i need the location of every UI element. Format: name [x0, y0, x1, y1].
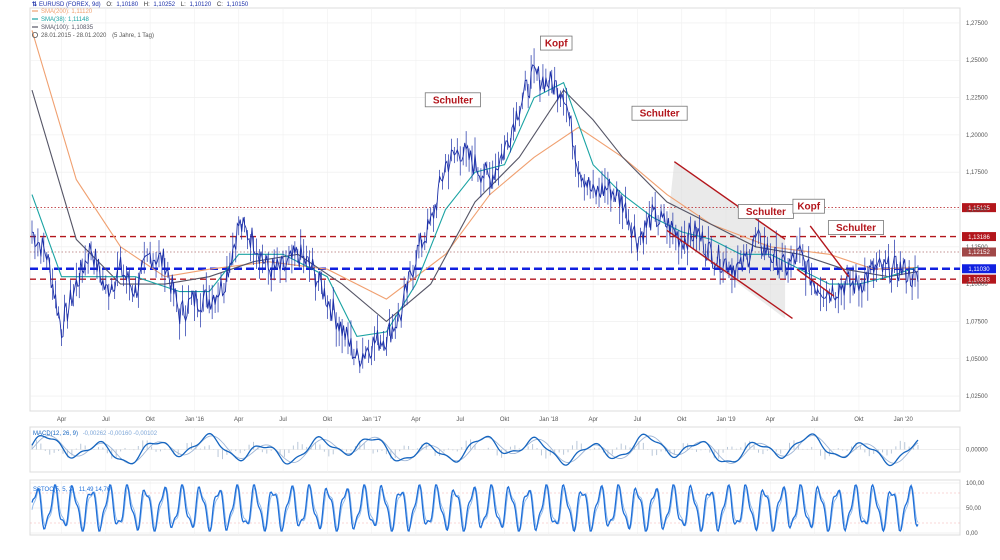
- macd-label: MACD(12, 26, 9): [33, 431, 78, 437]
- price-level-label: 1,11030: [968, 267, 990, 273]
- x-tick-label: Okt: [677, 417, 687, 423]
- price-level-badge: [962, 247, 996, 257]
- trend-channels: [666, 161, 850, 320]
- annotation-label: Kopf: [545, 39, 568, 50]
- x-tick-label: Jan '16: [185, 417, 205, 423]
- macd-line: [31, 432, 919, 467]
- annotation-label: Kopf: [797, 202, 820, 213]
- sstoc-values: 11,49 14,76: [79, 487, 111, 493]
- sma100-line: [31, 89, 919, 323]
- macd-values: -0,00262 -0,00160 -0,00102: [83, 431, 158, 437]
- svg-text:SSTOC(5, 5, 3) 11,49 14,7: SSTOC(5, 5, 3) 11,49 14,76: [33, 487, 111, 493]
- svg-text:EURUSD (FOREX, 9d) O:: EURUSD (FOREX, 9d) O: 1,10180 H: 1,10252…: [39, 2, 249, 8]
- price-level-badge: [962, 203, 996, 213]
- y-tick-label: 1,20000: [966, 133, 988, 139]
- y-tick-label: 1,17500: [966, 170, 988, 176]
- sma38-line: [31, 81, 919, 338]
- x-tick-label: Okt: [323, 417, 333, 423]
- legend-sma38: SMA(38): 1,11148: [41, 17, 89, 23]
- annotation-box: [540, 35, 573, 51]
- y-tick-label: 1,25000: [966, 58, 988, 64]
- annotation-box: [827, 220, 884, 235]
- y-axis-ticks: 1,27500 1,25000 1,22500 1,20000 1,17500 1,150…: [966, 21, 988, 400]
- channel-line: [673, 161, 786, 240]
- legend-symbol-icon: ⇅: [32, 1, 37, 8]
- legend-open-label: O:: [106, 2, 113, 8]
- series-lines: [31, 30, 919, 374]
- legend-period: 28.01.2015 - 28.01.2020: [41, 33, 107, 39]
- sstoc-label: SSTOC(5, 5, 3): [33, 487, 74, 493]
- legend-high-label: H:: [144, 2, 150, 8]
- price-level-badge: [962, 264, 996, 274]
- x-tick-label: Apr: [57, 417, 66, 423]
- x-tick-label: Jul: [279, 417, 287, 423]
- legend-low-label: L:: [181, 2, 186, 8]
- x-tick-label: Jan '19: [716, 417, 736, 423]
- annotation-label: Schulter: [746, 207, 786, 218]
- annotation-box: [792, 198, 825, 214]
- legend-open: 1,10180: [116, 2, 138, 8]
- y-tick-label: 1,22500: [966, 96, 988, 102]
- clock-icon: [32, 32, 39, 39]
- x-tick-label: Apr: [766, 417, 775, 423]
- sstoc-k-line: [31, 483, 919, 533]
- svg-text:28.01.2015 - 28.01.2020: 28.01.2015 - 28.01.2020 (5 Jahre, 1 Tag): [41, 33, 154, 39]
- channel-line: [666, 229, 793, 320]
- price-level-badge: [962, 232, 996, 242]
- annotation-label: Schulter: [640, 109, 680, 120]
- y-tick-label: 1,02500: [966, 394, 988, 400]
- annotations: Schulter Kopf Schulter Schulter Kopf Schulter: [424, 35, 884, 235]
- legend-sma200: SMA(200): 1,11120: [41, 9, 93, 15]
- macd-tick-label: 0,00000: [966, 448, 988, 454]
- svg-text:MACD(12, 26, 9) -0,00262: MACD(12, 26, 9) -0,00262 -0,00160 -0,001…: [33, 431, 158, 437]
- legend-symbol: EURUSD (FOREX, 9d): [39, 2, 101, 8]
- x-tick-label: Jan '20: [894, 417, 914, 423]
- sstoc-tick-label: 50,00: [966, 506, 982, 512]
- x-tick-label: Jul: [456, 417, 464, 423]
- price-level-label: 1,15125: [968, 206, 990, 212]
- y-tick-label: 1,10000: [966, 282, 988, 288]
- y-tick-label: 1,05000: [966, 357, 988, 363]
- x-tick-label: Apr: [234, 417, 243, 423]
- chart-legend: ⇅ EURUSD (FOREX, 9d) O: 1,10180 H: 1,102…: [32, 1, 249, 39]
- price-level-badge: [962, 274, 996, 284]
- x-tick-label: Apr: [411, 417, 420, 423]
- y-tick-label: 1,27500: [966, 21, 988, 27]
- y-tick-label: 1,07500: [966, 319, 988, 325]
- legend-close: 1,10150: [227, 2, 249, 8]
- x-tick-label: Jul: [811, 417, 819, 423]
- y-tick-label: 1,15000: [966, 208, 988, 214]
- price-level-label: 1,13186: [968, 235, 990, 241]
- annotation-label: Schulter: [836, 223, 876, 234]
- x-tick-label: Jul: [634, 417, 642, 423]
- sstoc-indicator: 100,00 50,00 0,00: [30, 481, 985, 537]
- legend-low: 1,10120: [189, 2, 211, 8]
- channel-line: [796, 268, 835, 297]
- x-tick-label: Apr: [588, 417, 597, 423]
- x-tick-label: Okt: [854, 417, 864, 423]
- channel-line: [809, 225, 850, 278]
- x-tick-label: Jan '18: [539, 417, 559, 423]
- macd-indicator: 0,00000: [30, 432, 988, 467]
- x-tick-label: Jul: [102, 417, 110, 423]
- annotation-label: Schulter: [433, 95, 473, 106]
- sstoc-tick-label: 100,00: [966, 481, 985, 487]
- x-tick-label: Okt: [500, 417, 510, 423]
- legend-period-note: (5 Jahre, 1 Tag): [112, 33, 154, 39]
- price-level-label: 1,10333: [968, 277, 990, 283]
- legend-sma100: SMA(100): 1,10835: [41, 25, 94, 31]
- price-level-label: 1,12152: [968, 250, 990, 256]
- y-tick-label: 1,12500: [966, 245, 988, 251]
- legend-high: 1,10252: [153, 2, 175, 8]
- legend-close-label: C:: [217, 2, 223, 8]
- x-tick-label: Jan '17: [362, 417, 382, 423]
- x-tick-label: Okt: [145, 417, 155, 423]
- annotation-box: [424, 92, 481, 108]
- annotation-box: [631, 105, 688, 121]
- sstoc-tick-label: 0,00: [966, 531, 978, 537]
- x-axis-ticks: Apr Jul Okt Jan '16 Apr Jul Okt Jan '17 Apr Jul Ok…: [57, 417, 914, 423]
